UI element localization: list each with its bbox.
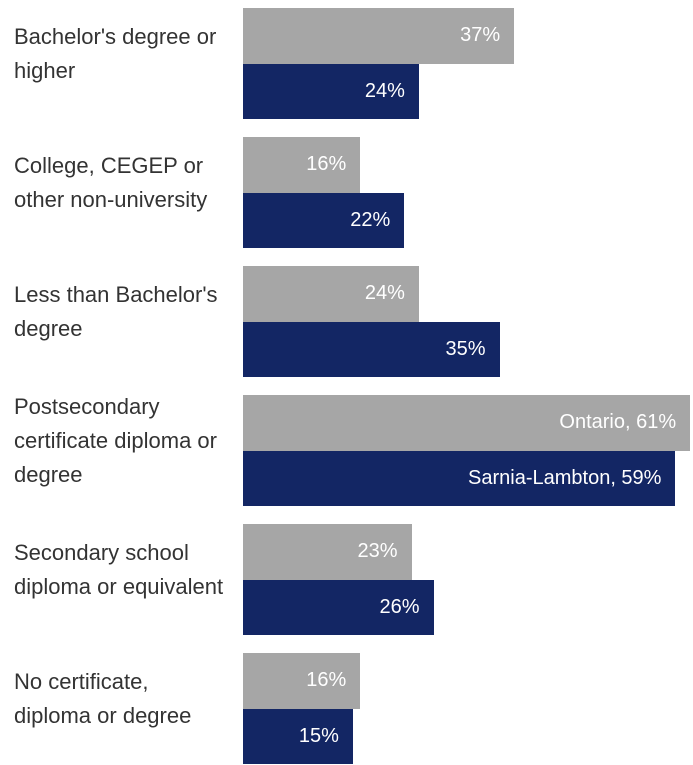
- bar: Ontario, 61%: [243, 395, 691, 451]
- category-label: Secondary school diploma or equivalent: [14, 539, 224, 599]
- category-label: College, CEGEP or other non-university: [14, 152, 208, 212]
- bar: 26%: [243, 579, 434, 635]
- data-label: 37%: [460, 24, 501, 47]
- bar: 24%: [243, 266, 419, 322]
- bar: 24%: [243, 63, 419, 119]
- bar: 15%: [243, 708, 353, 764]
- data-label: 22%: [350, 208, 391, 231]
- bar: 23%: [243, 524, 412, 580]
- data-label: 16%: [306, 153, 347, 176]
- data-label: Sarnia-Lambton, 59%: [468, 466, 662, 489]
- category-label: Bachelor's degree or higher: [14, 23, 217, 83]
- data-label: 24%: [364, 282, 405, 305]
- category-label: Less than Bachelor's degree: [14, 281, 218, 341]
- data-label: 24%: [364, 79, 405, 102]
- bar: 35%: [243, 321, 500, 377]
- bar: 16%: [243, 653, 361, 709]
- bar: Sarnia-Lambton, 59%: [243, 450, 676, 506]
- category-label: No certificate, diploma or degree: [14, 668, 192, 728]
- bar: 16%: [243, 137, 361, 193]
- data-label: 15%: [298, 724, 339, 747]
- data-label: 23%: [357, 540, 398, 563]
- data-label: 26%: [379, 595, 420, 618]
- data-label: 16%: [306, 669, 347, 692]
- data-label: 35%: [445, 337, 486, 360]
- category-label: Postsecondary certificate diploma or deg…: [14, 393, 217, 487]
- bar: 22%: [243, 192, 405, 248]
- data-label: Ontario, 61%: [559, 411, 677, 434]
- bar: 37%: [243, 8, 515, 64]
